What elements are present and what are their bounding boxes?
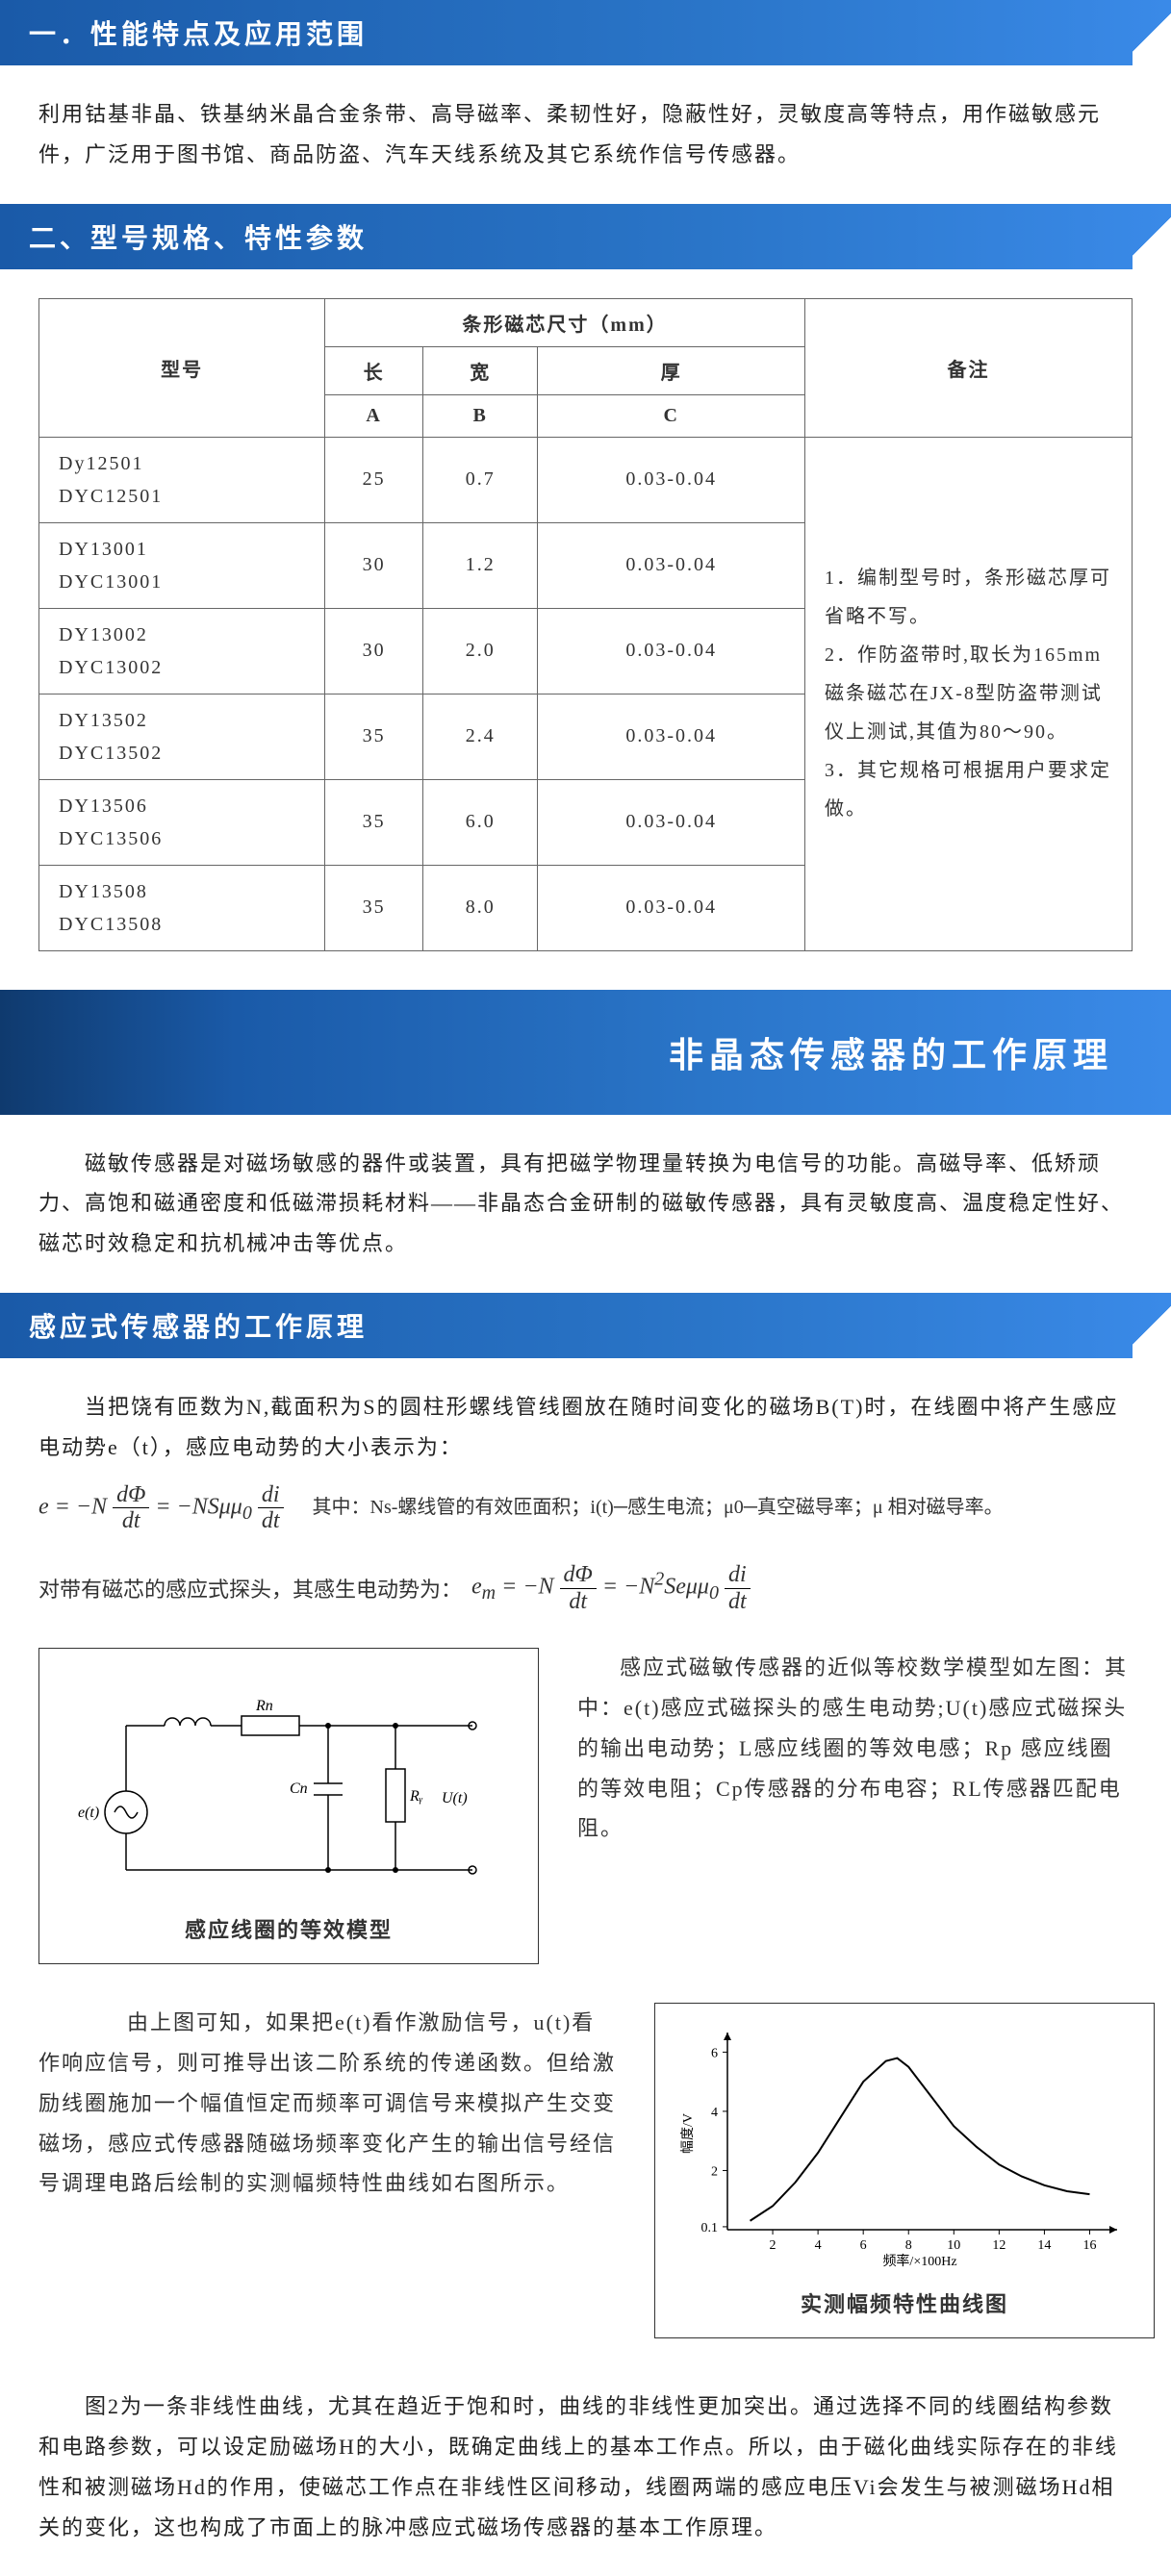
svg-text:10: 10 [947, 2238, 960, 2253]
cell-C: 0.03-0.04 [538, 865, 805, 950]
chart-caption: 实测幅频特性曲线图 [675, 2287, 1134, 2318]
cell-model: DY13502DYC13502 [39, 694, 325, 779]
col-thickness: 厚 [538, 346, 805, 394]
svg-text:2: 2 [711, 2165, 718, 2180]
cell-remark: 1．编制型号时，条形磁芯厚可省略不写。2．作防盗带时,取长为165mm磁条磁芯在… [805, 437, 1133, 950]
cell-A: 35 [325, 865, 423, 950]
svg-text:6: 6 [860, 2238, 867, 2253]
cell-model: Dy12501DYC12501 [39, 437, 325, 522]
svg-text:8: 8 [905, 2238, 912, 2253]
col-C: C [538, 394, 805, 437]
cell-A: 30 [325, 522, 423, 608]
circuit-diagram: e(t) Rn Cn [38, 1648, 539, 1964]
chart-row: 由上图可知，如果把e(t)看作激励信号，u(t)看作响应信号，则可推导出该二阶系… [0, 1983, 1171, 2358]
cell-model: DY13506DYC13506 [39, 779, 325, 865]
svg-text:14: 14 [1037, 2238, 1051, 2253]
heading-text: 一．性能特点及应用范围 [29, 20, 368, 50]
circuit-label-rr: Rᵧ [409, 1788, 423, 1805]
col-size: 条形磁芯尺寸（mm） [325, 298, 805, 346]
formula-1-desc: 其中：Ns-螺线管的有效匝面积；i(t)─感生电流；μ0─真空磁导率；μ 相对磁… [313, 1490, 1133, 1525]
paragraph-3: 当把饶有匝数为N,截面积为S的圆柱形螺线管线圈放在随时间变化的磁场B(T)时，在… [0, 1358, 1171, 1468]
cell-B: 2.0 [423, 608, 538, 694]
cell-A: 35 [325, 694, 423, 779]
cell-model: DY13508DYC13508 [39, 865, 325, 950]
col-width: 宽 [423, 346, 538, 394]
cell-B: 1.2 [423, 522, 538, 608]
paragraph-6: 图2为一条非线性曲线，尤其在趋近于饱和时，曲线的非线性更加突出。通过选择不同的线… [0, 2358, 1171, 2576]
svg-text:0.1: 0.1 [701, 2221, 719, 2235]
cell-A: 25 [325, 437, 423, 522]
col-model: 型号 [39, 298, 325, 437]
cell-C: 0.03-0.04 [538, 694, 805, 779]
svg-text:12: 12 [992, 2238, 1006, 2253]
cell-A: 35 [325, 779, 423, 865]
paragraph-4: 感应式磁敏传感器的近似等校数学模型如左图：其中：e(t)感应式磁探头的感生电动势… [577, 1648, 1133, 1849]
section-header-2: 二、型号规格、特性参数 [0, 204, 1171, 269]
svg-text:6: 6 [711, 2047, 718, 2061]
wide-banner: 非晶态传感器的工作原理 [0, 990, 1171, 1115]
cell-C: 0.03-0.04 [538, 437, 805, 522]
intro-paragraph-2: 磁敏传感器是对磁场敏感的器件或装置，具有把磁学物理量转换为电信号的功能。高磁导率… [0, 1115, 1171, 1293]
formula-1-row: e = −N dΦdt = −NSμμ0 didt 其中：Ns-螺线管的有效匝面… [0, 1468, 1171, 1549]
freq-chart: 2 4 6 8 10 12 14 16 0.1 2 4 6 频率/×100Hz 幅度/V 实测幅频特性曲线… [654, 2003, 1155, 2338]
circuit-label-cn: Cn [290, 1780, 308, 1797]
intro-paragraph-1: 利用钴基非晶、铁基纳米晶合金条带、高导磁率、柔韧性好，隐蔽性好，灵敏度高等特点，… [0, 65, 1171, 204]
cell-B: 2.4 [423, 694, 538, 779]
formula-1: e = −N dΦdt = −NSμμ0 didt [38, 1473, 284, 1544]
banner-text: 非晶态传感器的工作原理 [669, 1027, 1113, 1077]
col-remark: 备注 [805, 298, 1133, 437]
formula-2-row: 对带有磁芯的感应式探头，其感生电动势为： em = −N dΦdt = −N2S… [0, 1548, 1171, 1629]
circuit-svg: e(t) Rn Cn [59, 1668, 501, 1899]
heading-text: 二、型号规格、特性参数 [29, 224, 368, 254]
cell-A: 30 [325, 608, 423, 694]
svg-text:4: 4 [815, 2238, 822, 2253]
circuit-label-rn: Rn [255, 1698, 273, 1714]
table-row: Dy12501DYC12501250.70.03-0.041．编制型号时，条形磁… [39, 437, 1133, 522]
chart-svg: 2 4 6 8 10 12 14 16 0.1 2 4 6 频率/×100Hz 幅度/V [675, 2023, 1127, 2273]
spec-table: 型号 条形磁芯尺寸（mm） 备注 长 宽 厚 A B C Dy12501DYC1… [38, 298, 1133, 951]
spec-tbody: Dy12501DYC12501250.70.03-0.041．编制型号时，条形磁… [39, 437, 1133, 950]
formula-2: em = −N dΦdt = −N2Seμμ0 didt [471, 1553, 751, 1624]
cell-C: 0.03-0.04 [538, 779, 805, 865]
cell-C: 0.03-0.04 [538, 608, 805, 694]
svg-text:幅度/V: 幅度/V [680, 2113, 696, 2154]
col-length: 长 [325, 346, 423, 394]
section-header-1: 一．性能特点及应用范围 [0, 0, 1171, 65]
svg-text:频率/×100Hz: 频率/×100Hz [882, 2253, 956, 2269]
circuit-label-ut: U(t) [442, 1790, 468, 1806]
paragraph-5: 由上图可知，如果把e(t)看作激励信号，u(t)看作响应信号，则可推导出该二阶系… [38, 2003, 616, 2204]
svg-text:4: 4 [711, 2106, 718, 2120]
formula-2-label: 对带有磁芯的感应式探头，其感生电动势为： [38, 1573, 462, 1604]
cell-model: DY13002DYC13002 [39, 608, 325, 694]
heading-text: 感应式传感器的工作原理 [29, 1313, 368, 1343]
cell-C: 0.03-0.04 [538, 522, 805, 608]
svg-text:2: 2 [770, 2238, 776, 2253]
col-B: B [423, 394, 538, 437]
cell-B: 0.7 [423, 437, 538, 522]
circuit-row: e(t) Rn Cn [0, 1629, 1171, 1983]
section-header-3: 感应式传感器的工作原理 [0, 1293, 1171, 1358]
col-A: A [325, 394, 423, 437]
svg-text:16: 16 [1082, 2238, 1096, 2253]
circuit-caption: 感应线圈的等效模型 [59, 1913, 519, 1944]
cell-B: 6.0 [423, 779, 538, 865]
cell-model: DY13001DYC13001 [39, 522, 325, 608]
circuit-label-et: e(t) [78, 1805, 99, 1821]
cell-B: 8.0 [423, 865, 538, 950]
